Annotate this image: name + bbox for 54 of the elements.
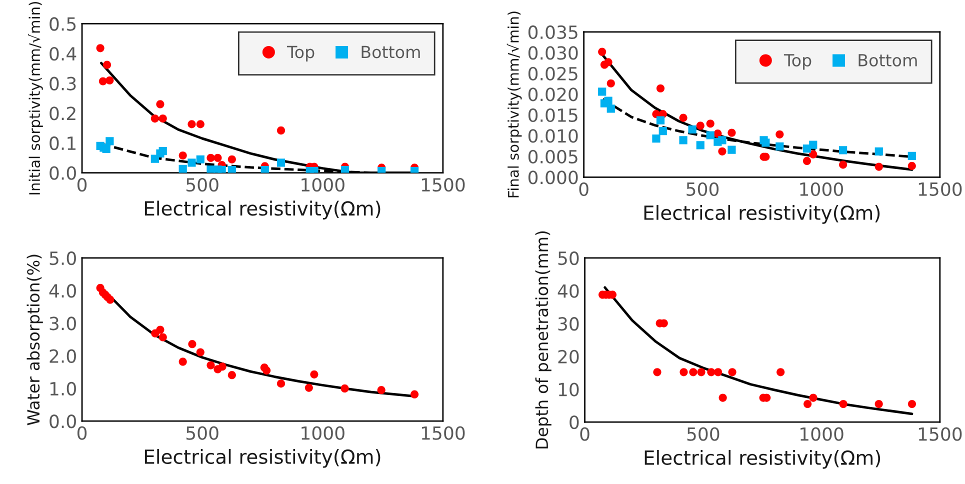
y-tick-label: 0: [570, 416, 579, 430]
y-tick-label: 50: [558, 251, 579, 266]
x-axis-title: Electrical resistivity(Ωm): [644, 450, 880, 469]
y-tick-label: 10: [558, 382, 579, 396]
y-tick-label: 0.030: [528, 46, 578, 60]
x-tick-label: 500: [686, 182, 719, 196]
y-axis-title: Final sorptivity(mm/√min): [506, 12, 522, 198]
x-tick-label: 1000: [302, 178, 344, 192]
y-tick-label: 0.035: [528, 25, 578, 40]
y-tick-label: 30: [558, 317, 579, 331]
x-tick-label: 0: [579, 182, 588, 196]
y-tick-label: 0.015: [528, 108, 578, 122]
x-tick-label: 1500: [422, 426, 465, 440]
y-tick-label: 0.025: [528, 66, 578, 81]
y-tick-label: 2.0: [50, 349, 76, 363]
x-axis-title: Electrical resistivity(Ωm): [644, 205, 880, 224]
y-tick-label: 0.000: [528, 170, 578, 184]
y-tick-label: 5.0: [50, 251, 76, 266]
y-tick-label: 20: [558, 350, 579, 364]
x-tick-label: 500: [186, 426, 218, 440]
x-tick-label: 1500: [918, 427, 962, 441]
x-tick-label: 1000: [302, 426, 344, 440]
x-tick-label: 1500: [918, 182, 962, 196]
y-tick-label: 1.0: [50, 382, 76, 396]
legend-label: Top: [286, 46, 314, 62]
x-axis-title: Electrical resistivity(Ωm): [145, 448, 380, 468]
x-tick-label: 0: [77, 426, 87, 440]
y-tick-label: 0.5: [50, 17, 76, 31]
y-tick-label: 0.1: [50, 136, 76, 150]
y-tick-label: 0.010: [528, 129, 578, 143]
y-tick-label: 4.0: [49, 284, 76, 298]
y-tick-label: 0.020: [528, 88, 578, 102]
y-axis-title: Initial sorptivity(mm/√min): [28, 2, 43, 194]
y-tick-label: 0.005: [528, 150, 578, 164]
y-axis-title: Depth of penetration(mm): [535, 231, 552, 448]
y-tick-label: 0.2: [50, 106, 76, 120]
legend-label: Bottom: [858, 54, 917, 67]
y-tick-label: 0.0: [50, 414, 76, 428]
y-tick-label: 0.4: [50, 46, 76, 61]
x-tick-label: 1500: [422, 178, 465, 192]
x-axis-title: Electrical resistivity(Ωm): [145, 200, 380, 220]
y-tick-label: 3.0: [50, 316, 76, 330]
y-tick-label: 0.3: [50, 76, 76, 90]
x-tick-label: 500: [186, 178, 218, 192]
x-tick-label: 1000: [800, 182, 843, 196]
legend-label: Bottom: [362, 46, 420, 58]
legend-label: Top: [784, 54, 812, 70]
y-tick-label: 40: [558, 284, 579, 298]
y-tick-label: 0.0: [50, 166, 76, 180]
y-axis-title: Water absorption(%): [26, 254, 43, 426]
x-tick-label: 0: [77, 178, 87, 192]
x-tick-label: 0: [580, 427, 590, 441]
x-tick-label: 1000: [800, 427, 844, 441]
x-tick-label: 500: [687, 427, 720, 441]
